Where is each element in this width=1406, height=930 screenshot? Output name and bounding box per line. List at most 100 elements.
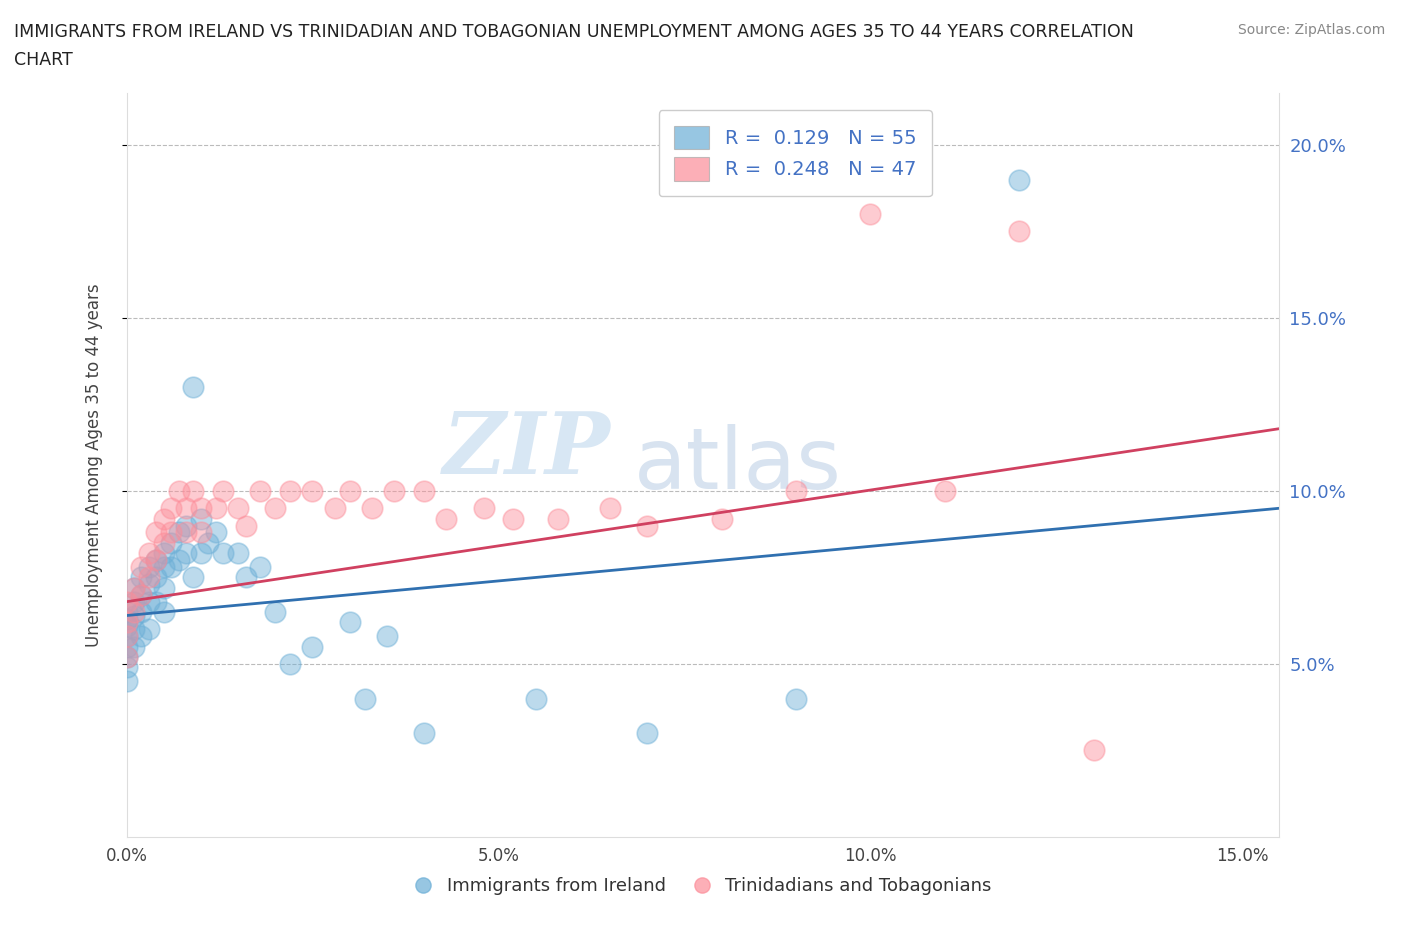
Point [115,612,138,627]
Point [599,501,621,516]
Point [145,594,167,609]
Point [160,560,183,575]
Point [301,639,323,654]
Point [174,518,197,533]
Point [264,604,287,619]
Point [152,580,174,595]
Point [115,650,138,665]
Point [122,580,145,595]
Point [167,552,190,567]
Point [1083,743,1105,758]
Point [131,604,153,619]
Point [115,629,138,644]
Point [636,725,658,740]
Point [413,725,436,740]
Point [138,577,160,591]
Point [249,484,271,498]
Point [145,552,167,567]
Point [382,484,405,498]
Point [235,518,257,533]
Point [131,560,153,575]
Point [138,622,160,637]
Text: ZIP: ZIP [443,408,610,492]
Text: CHART: CHART [14,51,73,69]
Point [115,604,138,619]
Point [212,484,235,498]
Point [249,560,271,575]
Point [122,608,145,623]
Point [1008,224,1031,239]
Text: atlas: atlas [634,423,842,507]
Point [174,501,197,516]
Point [278,484,301,498]
Point [226,546,249,561]
Point [934,484,956,498]
Point [323,501,346,516]
Point [785,484,807,498]
Point [145,570,167,585]
Point [375,629,398,644]
Point [145,525,167,540]
Point [122,604,145,619]
Point [859,206,882,221]
Point [115,650,138,665]
Point [434,512,457,526]
Text: IMMIGRANTS FROM IRELAND VS TRINIDADIAN AND TOBAGONIAN UNEMPLOYMENT AMONG AGES 35: IMMIGRANTS FROM IRELAND VS TRINIDADIAN A… [14,23,1133,41]
Point [339,484,361,498]
Point [174,525,197,540]
Point [547,512,569,526]
Point [115,674,138,689]
Point [183,570,205,585]
Point [301,484,323,498]
Point [212,546,235,561]
Point [122,594,145,609]
Point [710,512,733,526]
Point [235,570,257,585]
Point [115,629,138,644]
Point [190,512,212,526]
Point [152,560,174,575]
Point [167,525,190,540]
Point [115,618,138,633]
Point [278,657,301,671]
Point [413,484,436,498]
Point [472,501,495,516]
Y-axis label: Unemployment Among Ages 35 to 44 years: Unemployment Among Ages 35 to 44 years [84,284,103,646]
Point [115,615,138,630]
Point [361,501,384,516]
Point [160,536,183,551]
Legend: Immigrants from Ireland, Trinidadians and Tobagonians: Immigrants from Ireland, Trinidadians an… [415,877,991,895]
Point [138,560,160,575]
Point [785,691,807,706]
Point [152,546,174,561]
Point [197,536,219,551]
Point [190,501,212,516]
Point [115,639,138,654]
Point [122,639,145,654]
Point [226,501,249,516]
Point [122,622,145,637]
Point [190,546,212,561]
Point [353,691,375,706]
Point [1008,172,1031,187]
Point [183,484,205,498]
Point [138,546,160,561]
Point [160,501,183,516]
Point [204,525,226,540]
Point [167,484,190,498]
Point [160,525,183,540]
Point [131,588,153,603]
Point [152,512,174,526]
Point [115,660,138,675]
Point [131,588,153,603]
Point [190,525,212,540]
Point [138,594,160,609]
Point [636,518,658,533]
Point [138,570,160,585]
Point [152,604,174,619]
Point [524,691,547,706]
Point [131,570,153,585]
Point [339,615,361,630]
Point [131,629,153,644]
Point [502,512,524,526]
